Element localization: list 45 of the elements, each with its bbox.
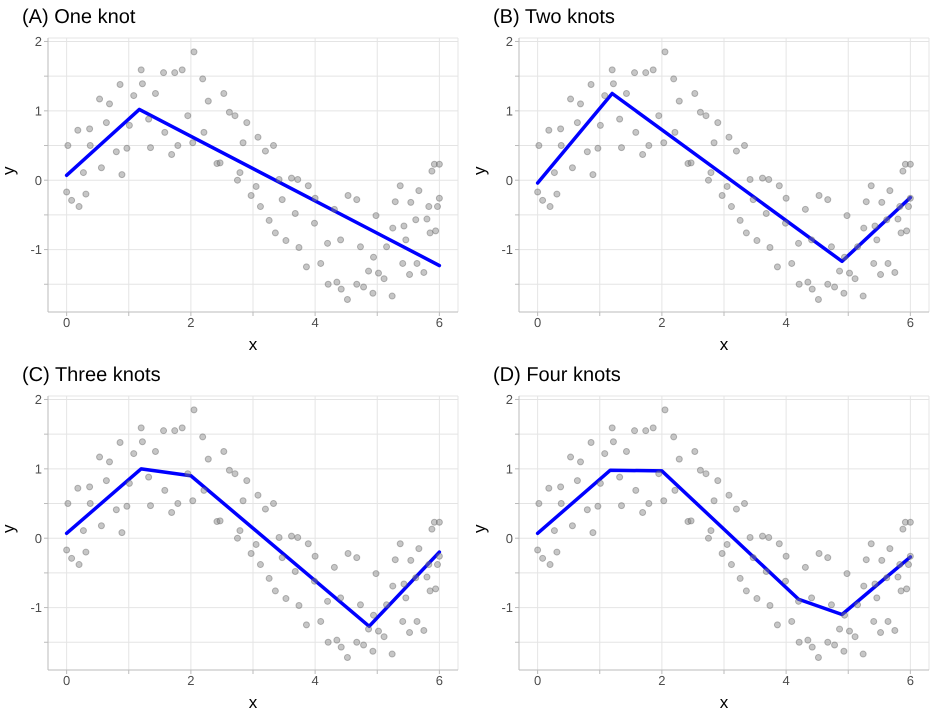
- x-tick-label: 6: [906, 315, 914, 330]
- x-axis-title: x: [720, 693, 729, 712]
- x-tick-label: 0: [63, 673, 70, 688]
- y-tick-label: 2: [34, 392, 42, 408]
- x-tick-label: 6: [906, 673, 914, 688]
- y-tick-label: -1: [30, 242, 42, 258]
- y-tick-label: 1: [506, 103, 513, 118]
- y-axis-title: y: [470, 524, 490, 533]
- x-tick-label: 0: [63, 315, 70, 330]
- y-tick-label: 2: [34, 34, 42, 50]
- x-axis-title: x: [248, 693, 258, 712]
- y-tick-label: 1: [34, 103, 42, 118]
- y-tick-label: -1: [30, 600, 42, 616]
- y-axis-title: y: [0, 166, 18, 175]
- y-tick-label: 0: [506, 172, 513, 188]
- y-tick-label: -1: [501, 600, 513, 616]
- line-series: [536, 92, 912, 264]
- y-axis-title: y: [470, 166, 490, 175]
- chart-title: (D) Four knots: [493, 364, 621, 387]
- x-tick-label: 2: [187, 673, 194, 688]
- chart-title: (B) Two knots: [493, 6, 615, 29]
- x-axis-title: x: [248, 335, 258, 354]
- x-tick-label: 2: [658, 673, 666, 688]
- y-tick-label: 1: [34, 461, 42, 476]
- x-tick-label: 6: [436, 673, 443, 688]
- x-tick-label: 4: [782, 315, 790, 330]
- y-tick-label: 0: [34, 172, 42, 188]
- y-tick-label: 0: [506, 530, 513, 546]
- y-axis-title: y: [0, 524, 18, 533]
- y-tick-label: 2: [506, 392, 513, 408]
- x-tick-label: 0: [534, 673, 542, 688]
- x-tick-label: 2: [187, 315, 194, 330]
- x-tick-label: 0: [534, 315, 542, 330]
- x-tick-label: 4: [312, 673, 319, 688]
- x-tick-label: 4: [312, 315, 319, 330]
- y-tick-label: 1: [506, 461, 513, 476]
- x-axis-title: x: [720, 335, 729, 354]
- x-tick-label: 6: [436, 315, 443, 330]
- y-tick-label: -1: [501, 242, 513, 258]
- x-tick-label: 2: [658, 315, 666, 330]
- x-tick-label: 4: [782, 673, 790, 688]
- chart-title: (A) One knot: [22, 6, 136, 29]
- y-tick-label: 2: [506, 34, 513, 50]
- y-tick-label: 0: [34, 530, 42, 546]
- chart-title: (C) Three knots: [22, 364, 161, 387]
